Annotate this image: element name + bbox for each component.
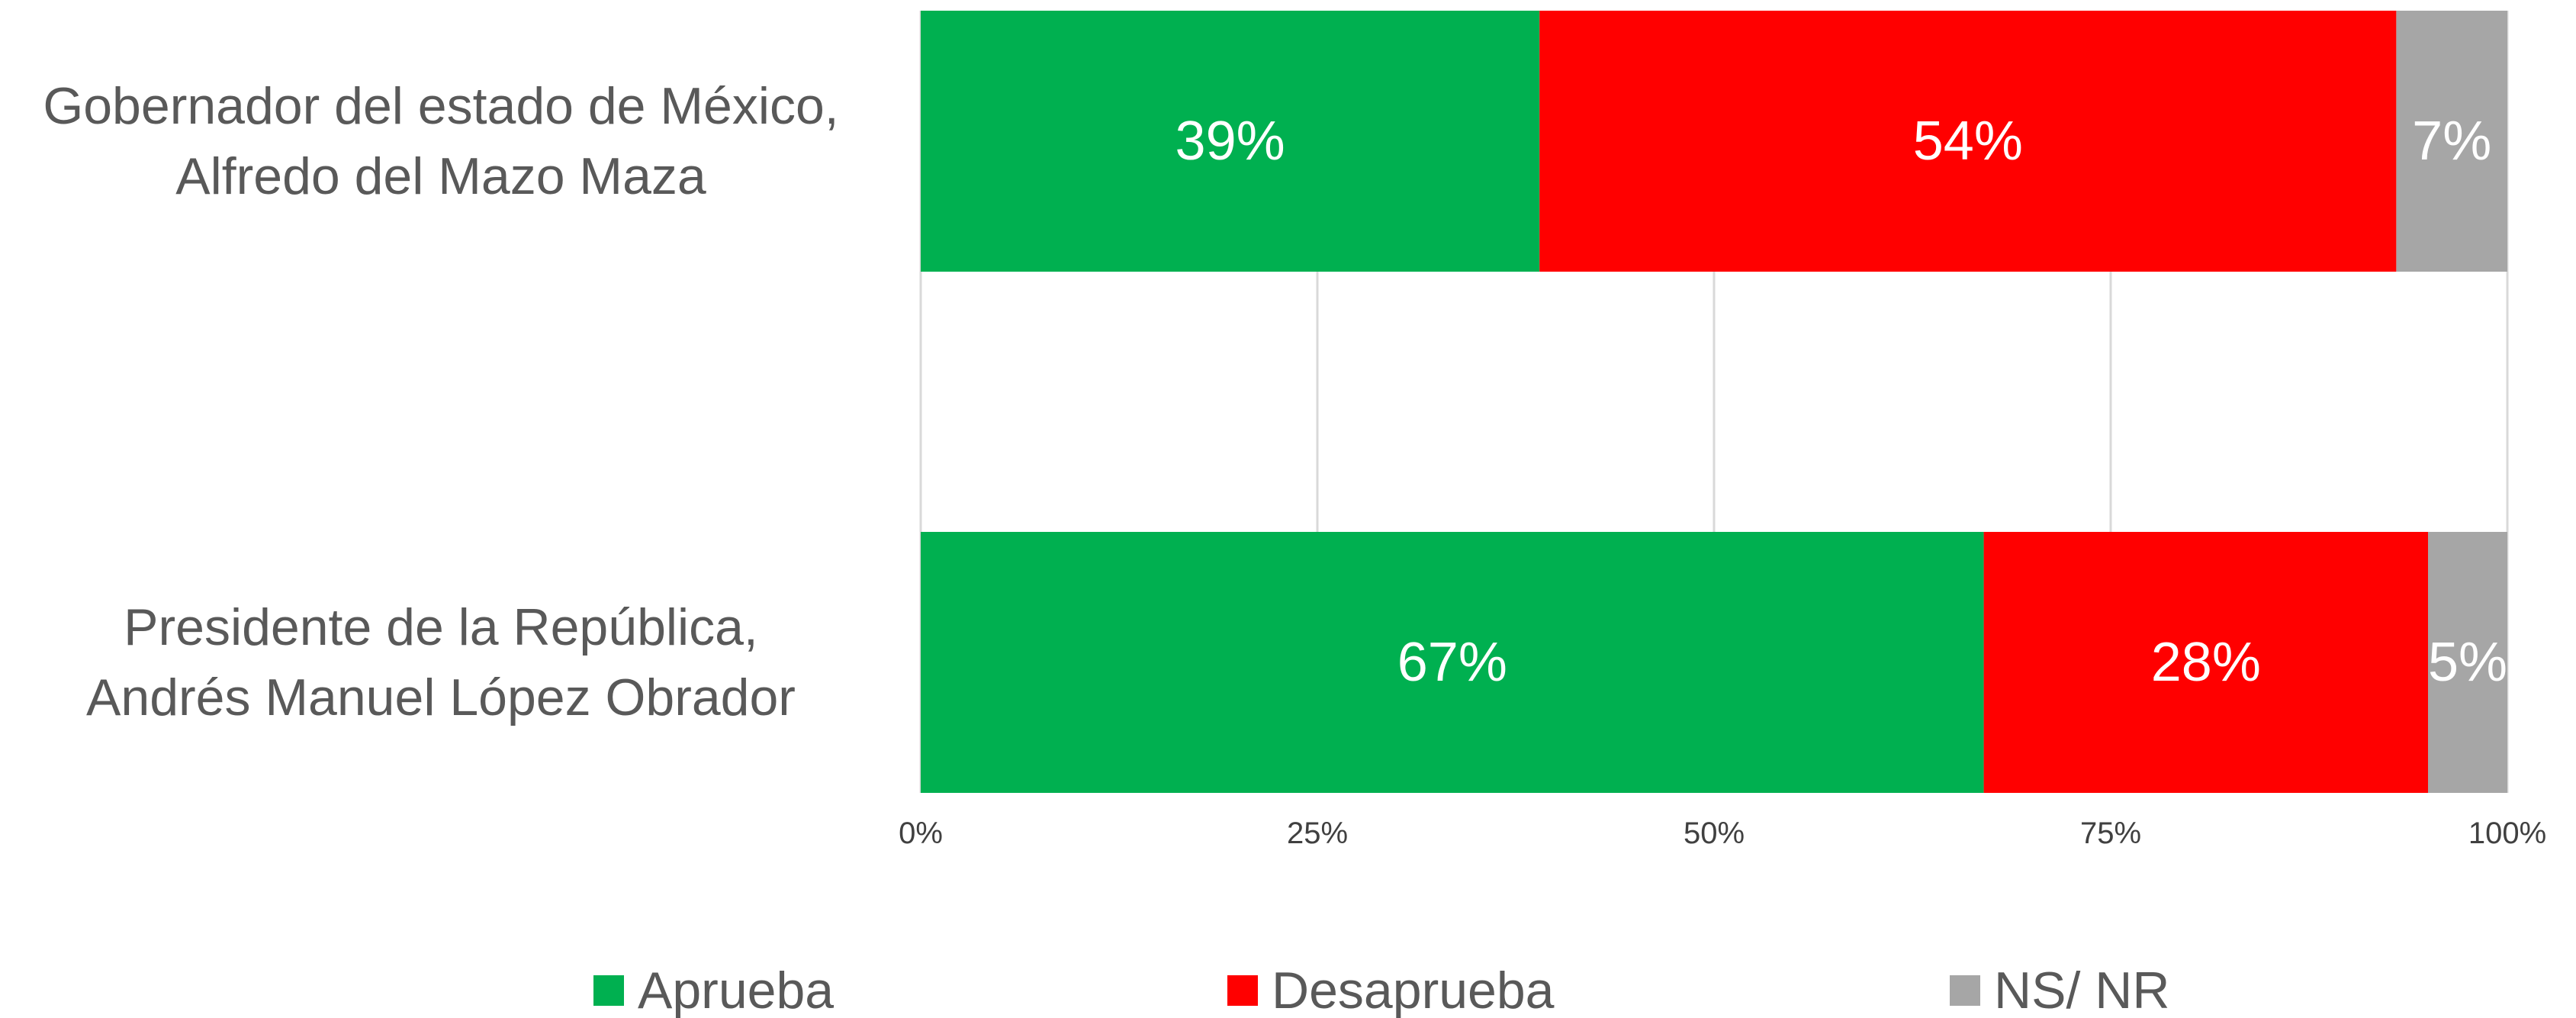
category-labels: Gobernador del estado de México, Alfredo … xyxy=(43,77,838,726)
x-axis-ticks: 0% 25% 50% 75% 100% xyxy=(899,817,2546,850)
bar-aprueba-0 xyxy=(921,11,1540,272)
legend-swatch xyxy=(1227,975,1258,1006)
data-label: 54% xyxy=(1913,111,2023,172)
category-label: Gobernador del estado de México, Alfredo … xyxy=(43,77,838,205)
x-tick-label: 75% xyxy=(2080,817,2141,850)
bar-desaprueba-0 xyxy=(1539,11,2397,272)
x-tick-label: 0% xyxy=(899,817,943,850)
category-label-line: Presidente de la República, xyxy=(124,598,758,656)
category-label-line: Alfredo del Mazo Maza xyxy=(175,147,706,205)
x-tick-label: 25% xyxy=(1287,817,1348,850)
bar-ns-nr-1 xyxy=(2428,532,2507,793)
data-label: 5% xyxy=(2428,632,2507,693)
category-label-line: Gobernador del estado de México, xyxy=(43,77,838,135)
bar-aprueba-1 xyxy=(921,532,1984,793)
bars: 39% 54% 7% 67% 28% 5% xyxy=(921,11,2507,793)
legend-label: Desaprueba xyxy=(1272,962,1555,1018)
category-label: Presidente de la República, Andrés Manuel… xyxy=(86,598,796,726)
legend: Aprueba Desaprueba NS/ NR xyxy=(593,962,2169,1018)
legend-label: Aprueba xyxy=(638,962,834,1018)
category-label-line: Andrés Manuel López Obrador xyxy=(86,668,796,726)
legend-swatch xyxy=(593,975,624,1006)
data-label: 28% xyxy=(2151,632,2261,693)
bar-desaprueba-1 xyxy=(1983,532,2428,793)
data-label: 67% xyxy=(1397,632,1507,693)
bar-ns-nr-0 xyxy=(2396,11,2507,272)
legend-label: NS/ NR xyxy=(1994,962,2169,1018)
data-label: 7% xyxy=(2412,111,2491,172)
x-tick-label: 100% xyxy=(2468,817,2546,850)
x-tick-label: 50% xyxy=(1684,817,1745,850)
legend-swatch xyxy=(1950,975,1980,1006)
data-label: 39% xyxy=(1175,111,1285,172)
